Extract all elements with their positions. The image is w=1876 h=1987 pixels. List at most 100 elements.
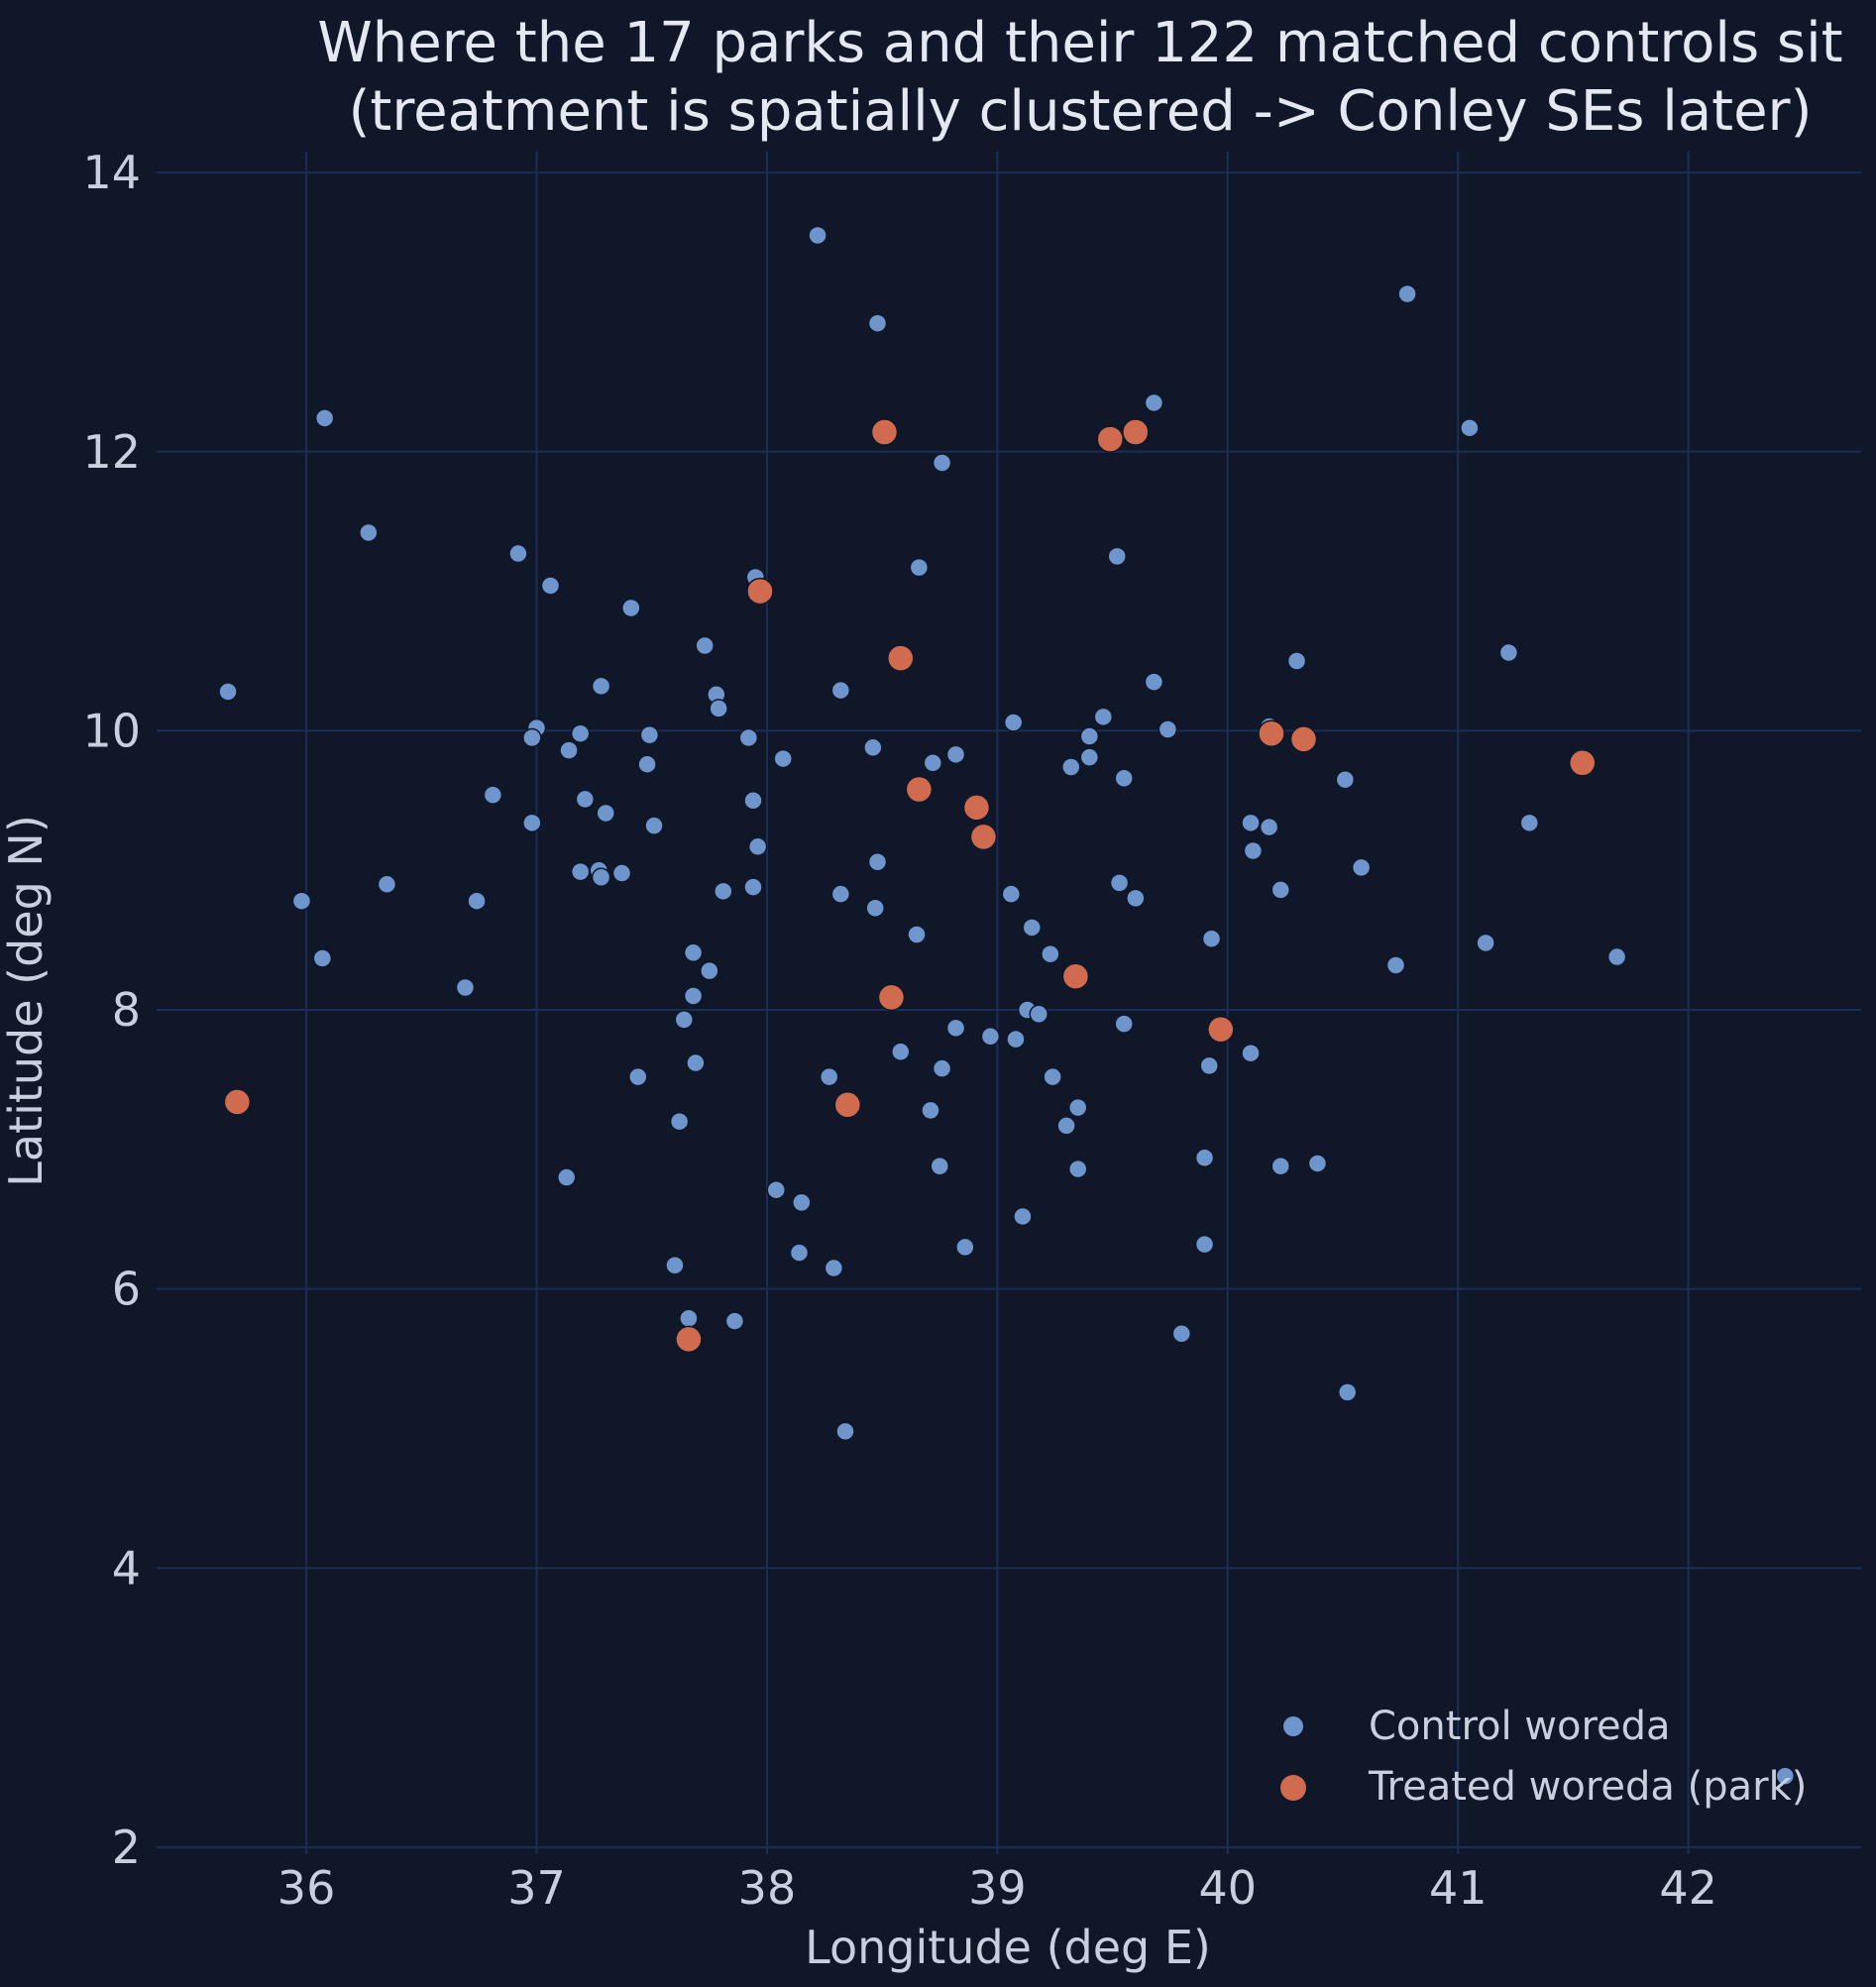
control-point xyxy=(628,1066,648,1087)
control-point xyxy=(359,522,379,543)
y-tick-label: 12 xyxy=(82,425,141,479)
control-point xyxy=(455,977,476,998)
control-point xyxy=(1144,392,1164,413)
control-point xyxy=(867,313,888,333)
x-tick-label: 36 xyxy=(277,1861,336,1915)
control-point xyxy=(724,1311,745,1331)
chart-title: Where the 17 parks and their 122 matched… xyxy=(317,11,1842,75)
control-point xyxy=(644,816,664,835)
control-point xyxy=(1241,1043,1261,1063)
control-point xyxy=(789,1243,810,1263)
x-tick-label: 42 xyxy=(1659,1861,1717,1915)
treated-point xyxy=(1207,1016,1235,1044)
control-point xyxy=(291,891,312,911)
control-point xyxy=(980,1027,1001,1047)
control-point xyxy=(830,680,851,701)
control-point xyxy=(955,1237,975,1258)
control-point xyxy=(865,898,885,918)
treated-point xyxy=(746,577,774,606)
control-point xyxy=(570,723,591,743)
control-point xyxy=(467,891,487,911)
control-point xyxy=(1460,418,1480,438)
y-tick-label: 6 xyxy=(112,1263,141,1316)
control-point xyxy=(1335,769,1356,790)
control-point xyxy=(483,785,503,805)
legend-marker-control xyxy=(1283,1716,1303,1736)
control-point xyxy=(596,803,615,824)
control-point xyxy=(1498,642,1519,663)
treated-point xyxy=(905,775,934,804)
control-point xyxy=(835,1421,855,1442)
control-point xyxy=(611,863,632,883)
control-point xyxy=(1201,929,1222,948)
control-point xyxy=(1013,1206,1033,1227)
control-point xyxy=(695,635,715,656)
control-point xyxy=(1067,1159,1088,1179)
treated-point xyxy=(1569,749,1597,777)
control-point xyxy=(559,740,579,760)
y-tick-label: 8 xyxy=(112,983,141,1037)
control-point xyxy=(1307,1154,1328,1173)
treated-point xyxy=(1122,418,1150,446)
treated-point xyxy=(962,794,991,822)
control-point xyxy=(1199,1055,1219,1076)
control-point xyxy=(891,1042,911,1062)
control-point xyxy=(808,225,828,246)
legend: Control woreda Treated woreda (park) xyxy=(1280,1704,1807,1810)
control-point xyxy=(909,557,930,578)
control-point xyxy=(830,884,851,904)
x-tick-label: 37 xyxy=(507,1861,566,1915)
control-point xyxy=(819,1066,839,1087)
control-point xyxy=(1006,1029,1026,1049)
control-point xyxy=(540,576,561,596)
x-axis-ticks: 36 37 38 39 40 41 42 xyxy=(277,1861,1717,1915)
treated-point xyxy=(870,418,899,446)
control-point xyxy=(1061,757,1081,777)
control-point xyxy=(1337,1382,1358,1402)
control-point xyxy=(575,789,596,810)
control-point xyxy=(1114,1014,1134,1034)
control-point xyxy=(1003,713,1024,732)
control-point xyxy=(1109,873,1130,893)
control-point xyxy=(1194,1148,1215,1168)
control-point xyxy=(1270,880,1291,900)
y-tick-label: 2 xyxy=(112,1821,141,1874)
control-point xyxy=(743,791,763,811)
control-point xyxy=(1158,719,1178,739)
control-point xyxy=(743,877,763,897)
control-point xyxy=(1041,943,1060,964)
control-point xyxy=(1385,955,1406,975)
control-point xyxy=(907,925,927,944)
control-point xyxy=(932,1058,952,1078)
control-point xyxy=(674,1010,695,1030)
data-points xyxy=(218,225,1796,1786)
treated-point xyxy=(1258,719,1285,747)
control-point xyxy=(556,1167,577,1187)
control-point xyxy=(930,1157,950,1176)
control-point xyxy=(1114,768,1134,789)
treated-point xyxy=(1096,425,1125,453)
legend-label-treated: Treated woreda (park) xyxy=(1368,1764,1807,1810)
control-point xyxy=(824,1258,844,1278)
legend-marker-treated xyxy=(1280,1775,1306,1801)
control-point xyxy=(1043,1066,1062,1087)
control-point xyxy=(1606,946,1627,967)
chart-subtitle: (treatment is spatially clustered -> Con… xyxy=(349,79,1813,144)
control-point xyxy=(1286,651,1307,671)
control-point xyxy=(1079,747,1100,767)
control-point xyxy=(377,874,397,895)
x-tick-label: 39 xyxy=(968,1861,1027,1915)
control-point xyxy=(792,1192,812,1213)
control-point xyxy=(1241,813,1261,833)
control-point xyxy=(686,1052,706,1073)
control-point xyxy=(863,737,883,758)
control-point xyxy=(508,543,528,564)
control-point xyxy=(1243,840,1264,861)
control-point xyxy=(1093,707,1114,727)
control-point xyxy=(747,836,768,857)
control-point xyxy=(1067,1097,1088,1118)
control-point xyxy=(1397,283,1417,304)
control-point xyxy=(683,942,704,963)
